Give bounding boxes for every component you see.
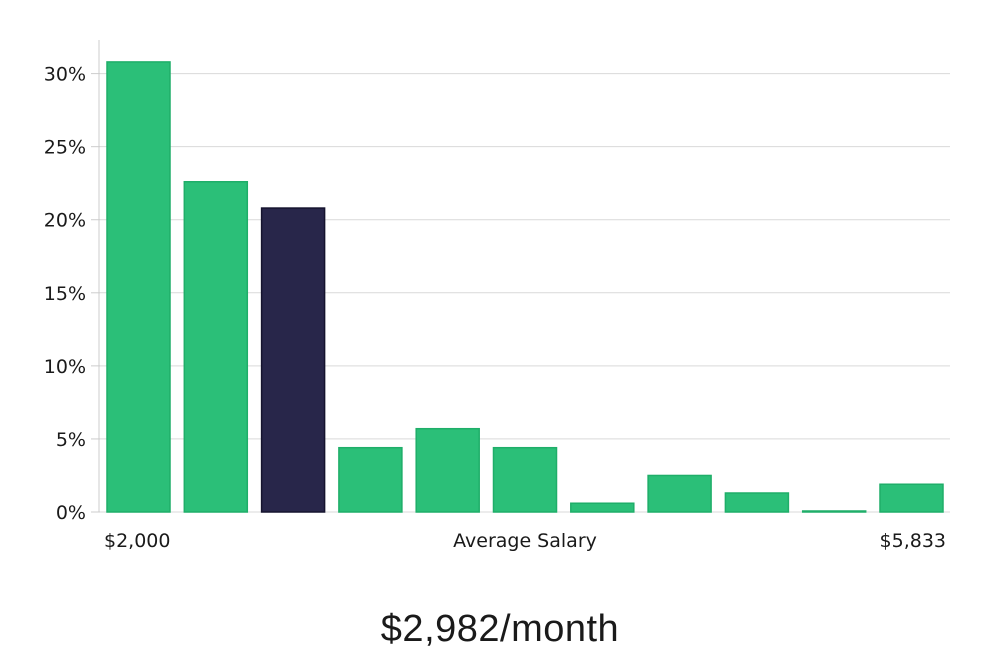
y-tick-labels: 0% 5% 10% 15% 20% 25% 30% (44, 64, 86, 524)
bars (106, 61, 944, 513)
x-start-label: $2,000 (104, 530, 170, 552)
x-end-label: $5,833 (880, 530, 946, 552)
bar (724, 492, 790, 513)
bar (106, 61, 171, 513)
bar (801, 510, 867, 513)
bar (415, 427, 480, 513)
y-tick-label: 20% (44, 210, 86, 232)
y-tick-label: 5% (56, 429, 86, 451)
bar (183, 180, 249, 513)
bar-highlighted (260, 207, 326, 513)
bar (647, 474, 712, 513)
bar (570, 502, 635, 513)
x-axis-title: Average Salary (453, 530, 597, 552)
y-tick-label: 10% (44, 356, 86, 378)
y-tick-label: 0% (56, 502, 86, 524)
y-tick-label: 30% (44, 64, 86, 86)
salary-histogram: 0% 5% 10% 15% 20% 25% 30% $2,000 Average Salar… (44, 40, 950, 552)
y-tick-label: 25% (44, 137, 86, 159)
bar (492, 446, 558, 513)
bar (338, 446, 403, 513)
average-salary-summary: $2,982/month (380, 608, 620, 650)
y-tick-label: 15% (44, 283, 86, 305)
bar (879, 483, 944, 513)
